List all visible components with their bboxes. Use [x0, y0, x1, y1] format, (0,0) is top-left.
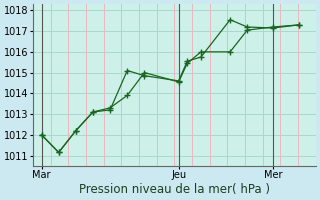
- X-axis label: Pression niveau de la mer( hPa ): Pression niveau de la mer( hPa ): [79, 183, 270, 196]
